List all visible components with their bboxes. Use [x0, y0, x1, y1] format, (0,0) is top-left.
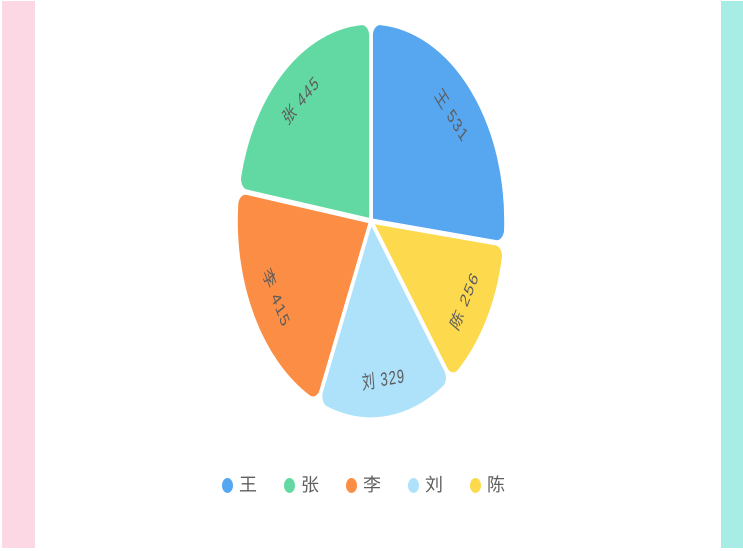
pie-slice-刘[interactable] — [318, 218, 450, 423]
chart-legend: 王 张 李 刘 陈 — [0, 476, 735, 494]
legend-label-chen: 陈 — [487, 475, 505, 495]
right-accent-stripe — [721, 1, 743, 548]
pie-slice-王[interactable] — [369, 19, 508, 246]
left-accent-stripe — [2, 1, 35, 548]
legend-item-zhang[interactable]: 张 — [284, 476, 319, 494]
legend-item-chen[interactable]: 陈 — [470, 476, 505, 494]
legend-label-liu: 刘 — [425, 475, 443, 495]
pie-slice-陈[interactable] — [369, 218, 506, 378]
legend-marker-wang — [222, 477, 233, 493]
legend-marker-li — [346, 477, 357, 493]
legend-item-li[interactable]: 李 — [346, 476, 381, 494]
legend-item-wang[interactable]: 王 — [222, 476, 257, 494]
legend-label-li: 李 — [363, 475, 381, 495]
pie-slice-张[interactable] — [237, 19, 373, 224]
pie-slice-李[interactable] — [234, 189, 373, 402]
legend-marker-chen — [470, 477, 481, 493]
legend-item-liu[interactable]: 刘 — [408, 476, 443, 494]
legend-label-wang: 王 — [239, 475, 257, 495]
legend-marker-zhang — [284, 477, 295, 493]
legend-marker-liu — [408, 477, 419, 493]
legend-label-zhang: 张 — [301, 475, 319, 495]
